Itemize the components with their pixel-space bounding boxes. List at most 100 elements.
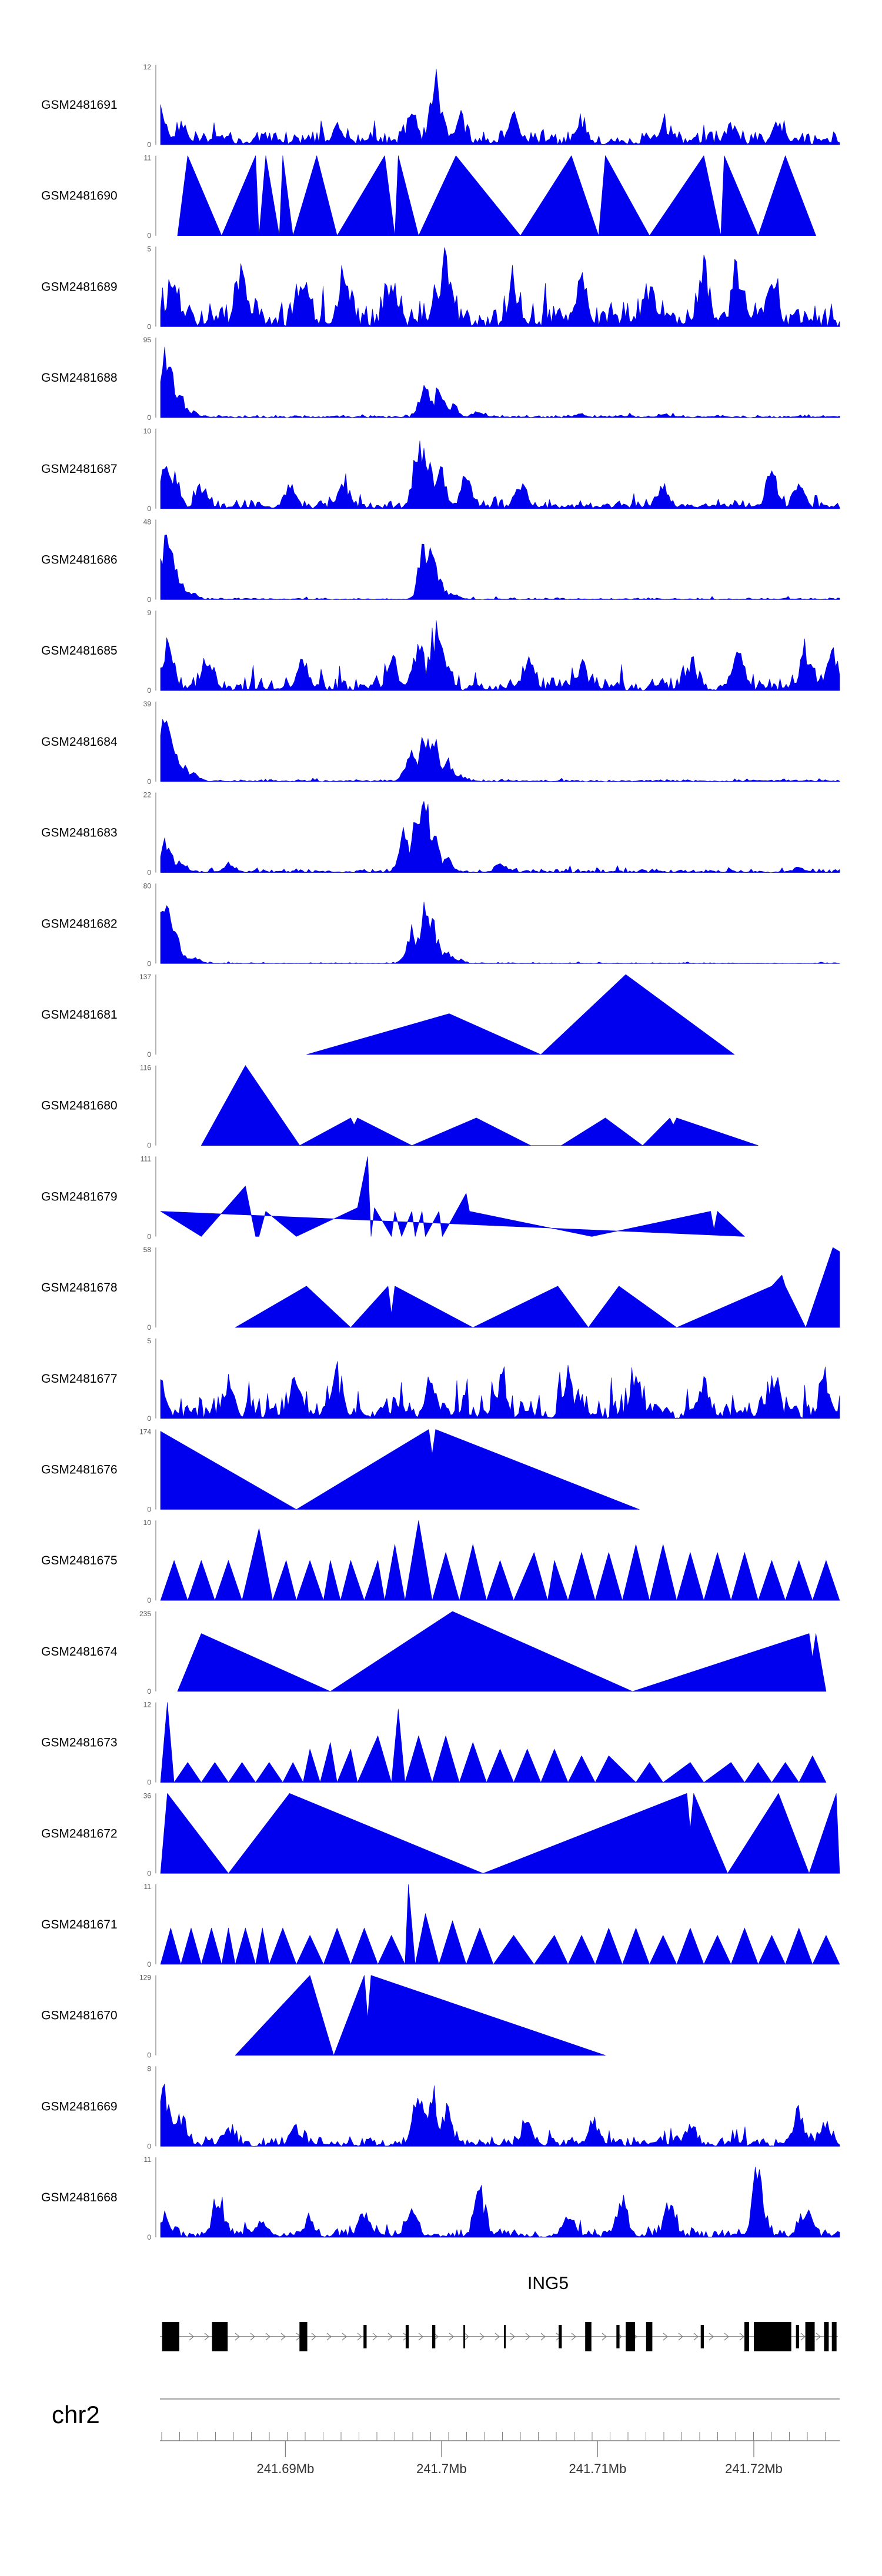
exon (831, 2322, 837, 2351)
strand-arrow (204, 2333, 209, 2341)
coverage-area (160, 620, 840, 691)
y-tick-zero: 0 (147, 232, 151, 240)
track-label: GSM2481680 (41, 1099, 118, 1113)
y-tick-zero: 0 (147, 2142, 151, 2150)
coverage-area (235, 1247, 840, 1328)
track-label: GSM2481668 (41, 2191, 118, 2204)
strand-arrow (495, 2333, 500, 2341)
strand-arrow (510, 2333, 515, 2341)
exon (162, 2322, 179, 2351)
coverage-area (160, 247, 840, 327)
coverage-area (160, 1520, 840, 1601)
y-tick-max: 10 (143, 1519, 152, 1527)
y-tick-zero: 0 (147, 141, 151, 149)
track-label: GSM2481686 (41, 553, 118, 567)
exon (212, 2322, 228, 2351)
y-tick-zero: 0 (147, 1506, 151, 1514)
gene-model-track: ING5 (160, 2274, 838, 2351)
strand-arrow (250, 2333, 255, 2341)
exon (796, 2325, 799, 2348)
y-tick-max: 116 (140, 1064, 151, 1072)
y-tick-zero: 0 (147, 1323, 151, 1332)
track-GSM2481686: GSM2481686 48 0 (41, 518, 840, 604)
exon (463, 2325, 466, 2348)
y-tick-zero: 0 (147, 1960, 151, 1968)
y-tick-zero: 0 (147, 1232, 151, 1240)
strand-arrow (372, 2333, 377, 2341)
exon (700, 2325, 704, 2348)
y-tick-max: 10 (143, 427, 152, 435)
gene-name-label: ING5 (527, 2274, 569, 2293)
y-tick-max: 111 (141, 1154, 152, 1163)
track-label: GSM2481670 (41, 2009, 118, 2023)
strand-arrow (326, 2333, 332, 2341)
y-tick-max: 12 (143, 63, 152, 71)
strand-arrow (235, 2333, 240, 2341)
track-GSM2481684: GSM2481684 39 0 (41, 700, 840, 786)
strand-arrow (693, 2333, 699, 2341)
y-tick-max: 235 (139, 1610, 151, 1618)
x-tick-label: 241.71Mb (569, 2461, 626, 2476)
coverage-area (160, 2167, 840, 2238)
exon (559, 2325, 562, 2348)
track-GSM2481679: GSM2481679 111 0 (41, 1154, 745, 1240)
track-label: GSM2481676 (41, 1463, 118, 1477)
coverage-area (160, 1702, 827, 1783)
y-tick-zero: 0 (147, 505, 151, 513)
y-tick-zero: 0 (147, 1414, 151, 1423)
y-tick-zero: 0 (147, 869, 151, 877)
track-label: GSM2481691 (41, 98, 118, 112)
coverage-area (160, 1793, 840, 1874)
track-GSM2481669: GSM2481669 8 0 (41, 2064, 840, 2150)
y-tick-zero: 0 (147, 1050, 151, 1059)
coverage-area (160, 1884, 840, 1965)
track-GSM2481671: GSM2481671 11 0 (41, 1883, 840, 1968)
y-tick-zero: 0 (147, 596, 151, 604)
strand-arrow (418, 2333, 423, 2341)
track-label: GSM2481679 (41, 1190, 118, 1203)
track-GSM2481668: GSM2481668 11 0 (41, 2155, 840, 2241)
track-label: GSM2481682 (41, 917, 118, 930)
exon (299, 2322, 308, 2351)
y-tick-zero: 0 (147, 1687, 151, 1696)
track-GSM2481678: GSM2481678 58 0 (41, 1246, 840, 1332)
y-tick-max: 8 (147, 2064, 151, 2073)
exon (744, 2322, 749, 2351)
track-label: GSM2481687 (41, 462, 118, 476)
coverage-area (160, 801, 840, 873)
coverage-tracks: GSM2481691120GSM2481690110GSM248168950GS… (41, 63, 840, 2241)
strand-arrow (464, 2333, 469, 2341)
track-label: GSM2481681 (41, 1008, 118, 1022)
y-tick-zero: 0 (147, 778, 151, 786)
genome-axis: chr2 241.69Mb 241.7Mb 241.71Mb 241.72Mb (52, 2398, 840, 2476)
track-GSM2481689: GSM2481689 5 0 (41, 245, 840, 331)
y-tick-max: 80 (143, 882, 152, 890)
track-GSM2481670: GSM2481670 129 0 (41, 1974, 606, 2060)
track-label: GSM2481684 (41, 735, 118, 749)
track-label: GSM2481688 (41, 371, 118, 385)
coverage-area (160, 535, 840, 600)
y-tick-max: 39 (143, 700, 152, 708)
track-label: GSM2481672 (41, 1827, 118, 1840)
strand-arrow (525, 2333, 530, 2341)
y-tick-zero: 0 (147, 413, 151, 422)
coverage-area (160, 719, 840, 782)
coverage-area (160, 69, 840, 145)
coverage-area (177, 155, 816, 236)
strand-arrow (816, 2333, 821, 2341)
track-GSM2481680: GSM2481680 116 0 (41, 1064, 759, 1150)
exon (405, 2325, 409, 2348)
strand-arrow (449, 2333, 454, 2341)
track-GSM2481672: GSM2481672 36 0 (41, 1791, 840, 1877)
y-tick-max: 9 (147, 609, 151, 617)
track-label: GSM2481685 (41, 644, 118, 658)
track-label: GSM2481677 (41, 1372, 118, 1386)
y-tick-zero: 0 (147, 1596, 151, 1604)
x-tick-label: 241.7Mb (416, 2461, 467, 2476)
y-tick-max: 137 (139, 973, 151, 981)
y-tick-max: 174 (139, 1428, 151, 1436)
strand-arrow (739, 2333, 744, 2341)
y-tick-max: 11 (144, 2155, 152, 2164)
y-tick-max: 22 (143, 791, 152, 799)
